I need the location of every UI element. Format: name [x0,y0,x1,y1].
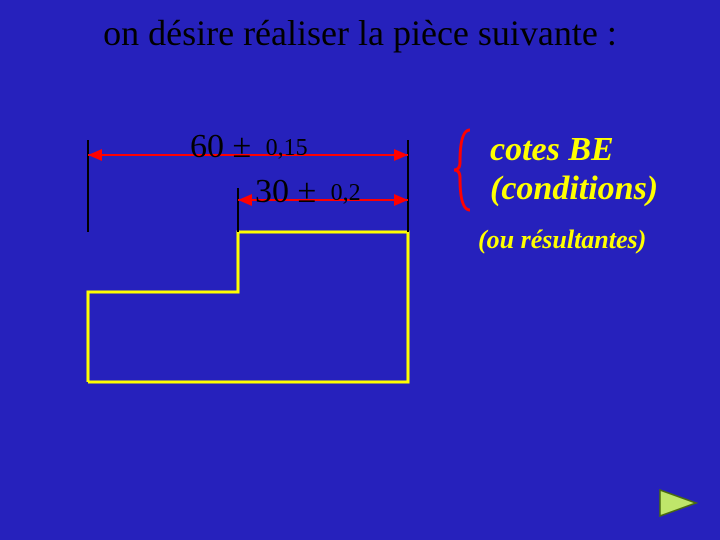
dim-60-pm: ± [233,128,252,165]
dim-30-text: 30 ± 0,2 [255,173,361,211]
dim-30-value: 30 [255,173,289,210]
page-title: on désire réaliser la pièce suivante : [0,12,720,54]
dim-60-text: 60 ± 0,15 [190,128,308,166]
label-resultantes: (ou résultantes) [478,225,646,255]
dim-60-tol: 0,15 [260,135,308,161]
dim-30-tol: 0,2 [325,180,361,206]
label-main-line1: cotes BE [490,131,614,168]
dim-60-value: 60 [190,128,224,165]
piece-outline [88,232,408,382]
dim-30-pm: ± [298,173,317,210]
brace-icon [452,128,482,223]
next-button[interactable] [658,488,698,518]
label-main-line2: (conditions) [490,170,658,207]
label-cotes-be: cotes BE (conditions) [490,130,658,208]
